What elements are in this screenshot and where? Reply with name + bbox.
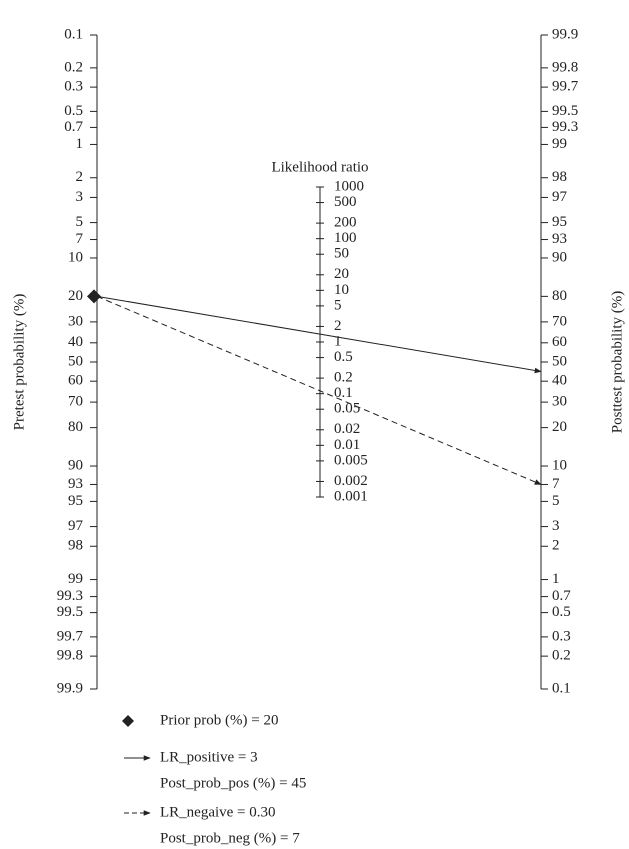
posttest-tick-label: 1 — [552, 571, 560, 587]
posttest-tick-label: 99.5 — [552, 103, 578, 119]
pretest-tick-label: 98 — [68, 538, 83, 554]
lr-tick-label: 20 — [334, 266, 349, 282]
pretest-tick-label: 0.7 — [64, 119, 83, 135]
posttest-tick-label: 99.3 — [552, 119, 578, 135]
posttest-tick-label: 99.7 — [552, 79, 579, 95]
posttest-tick-label: 0.7 — [552, 588, 571, 604]
lr-tick-label: 1000 — [334, 178, 364, 194]
pretest-tick-label: 2 — [76, 169, 84, 185]
posttest-tick-label: 20 — [552, 419, 567, 435]
posttest-tick-label: 10 — [552, 457, 567, 473]
pretest-tick-label: 20 — [68, 288, 83, 304]
pretest-tick-label: 30 — [68, 313, 83, 329]
legend-label: Post_prob_neg (%) = 7 — [160, 830, 300, 846]
posttest-tick-label: 97 — [552, 189, 568, 205]
lr-tick-label: 0.5 — [334, 349, 353, 365]
posttest-tick-label: 99 — [552, 136, 567, 152]
lr-tick-label: 0.01 — [334, 437, 360, 453]
posttest-tick-label: 80 — [552, 288, 567, 304]
lr-tick-label: 100 — [334, 230, 357, 246]
pretest-tick-label: 99.3 — [57, 588, 83, 604]
lr-tick-label: 0.02 — [334, 421, 360, 437]
posttest-tick-label: 60 — [552, 334, 567, 350]
pretest-tick-label: 7 — [76, 231, 84, 247]
lr-tick-label: 0.001 — [334, 488, 368, 504]
pretest-tick-label: 5 — [76, 214, 84, 230]
posttest-tick-label: 98 — [552, 169, 567, 185]
lr-tick-label: 500 — [334, 194, 357, 210]
legend-label: Post_prob_pos (%) = 45 — [160, 775, 306, 791]
posttest-tick-label: 93 — [552, 231, 567, 247]
posttest-tick-label: 0.3 — [552, 628, 571, 644]
posttest-tick-label: 3 — [552, 518, 560, 534]
pretest-tick-label: 70 — [68, 394, 83, 410]
pretest-tick-label: 93 — [68, 476, 83, 492]
posttest-axis-title: Posttest probability (%) — [609, 291, 625, 434]
pretest-tick-label: 99.8 — [57, 648, 83, 664]
pretest-tick-label: 0.1 — [64, 26, 83, 42]
pretest-tick-label: 99.9 — [57, 680, 83, 696]
posttest-tick-label: 0.2 — [552, 648, 571, 664]
pretest-tick-label: 60 — [68, 373, 83, 389]
pretest-axis-title: Pretest probability (%) — [11, 294, 27, 431]
lr-axis-title: Likelihood ratio — [271, 159, 368, 175]
pretest-tick-label: 0.3 — [64, 79, 83, 95]
lr-tick-label: 0.005 — [334, 452, 368, 468]
lr-tick-label: 50 — [334, 246, 349, 262]
lr-tick-label: 1 — [334, 333, 342, 349]
legend-label: Prior prob (%) = 20 — [160, 712, 278, 728]
lr-tick-label: 0.2 — [334, 370, 353, 386]
posttest-tick-label: 99.9 — [552, 26, 578, 42]
posttest-tick-label: 95 — [552, 214, 567, 230]
posttest-tick-label: 70 — [552, 313, 567, 329]
result-line — [96, 295, 542, 485]
pretest-tick-label: 90 — [68, 457, 83, 473]
prior-marker — [87, 289, 101, 304]
posttest-tick-label: 2 — [552, 538, 560, 554]
pretest-tick-label: 95 — [68, 493, 83, 509]
posttest-tick-label: 50 — [552, 353, 567, 369]
pretest-tick-label: 3 — [76, 189, 84, 205]
lr-tick-label: 200 — [334, 215, 357, 231]
lr-tick-label: 10 — [334, 282, 349, 298]
legend-label: LR_negaive = 0.30 — [160, 804, 276, 820]
posttest-tick-label: 90 — [552, 249, 567, 265]
pretest-tick-label: 99 — [68, 571, 83, 587]
pretest-tick-label: 1 — [76, 136, 84, 152]
result-line — [96, 295, 542, 374]
pretest-tick-label: 99.7 — [57, 628, 84, 644]
posttest-tick-label: 0.5 — [552, 604, 571, 620]
lr-tick-label: 0.05 — [334, 401, 360, 417]
posttest-tick-label: 40 — [552, 373, 567, 389]
lr-tick-label: 0.1 — [334, 385, 353, 401]
posttest-tick-label: 30 — [552, 394, 567, 410]
pretest-tick-label: 40 — [68, 334, 83, 350]
legend-label: LR_positive = 3 — [160, 749, 258, 765]
pretest-tick-label: 97 — [68, 518, 84, 534]
posttest-tick-label: 7 — [552, 476, 560, 492]
posttest-tick-label: 5 — [552, 493, 560, 509]
posttest-tick-label: 99.8 — [552, 59, 578, 75]
legend-marker — [122, 715, 134, 727]
pretest-tick-label: 0.2 — [64, 59, 83, 75]
lr-tick-label: 2 — [334, 318, 342, 334]
pretest-tick-label: 10 — [68, 249, 83, 265]
posttest-tick-label: 0.1 — [552, 680, 571, 696]
pretest-tick-label: 50 — [68, 353, 83, 369]
pretest-tick-label: 80 — [68, 419, 83, 435]
pretest-tick-label: 0.5 — [64, 103, 83, 119]
lr-tick-label: 5 — [334, 297, 342, 313]
pretest-tick-label: 99.5 — [57, 604, 83, 620]
lr-tick-label: 0.002 — [334, 473, 368, 489]
